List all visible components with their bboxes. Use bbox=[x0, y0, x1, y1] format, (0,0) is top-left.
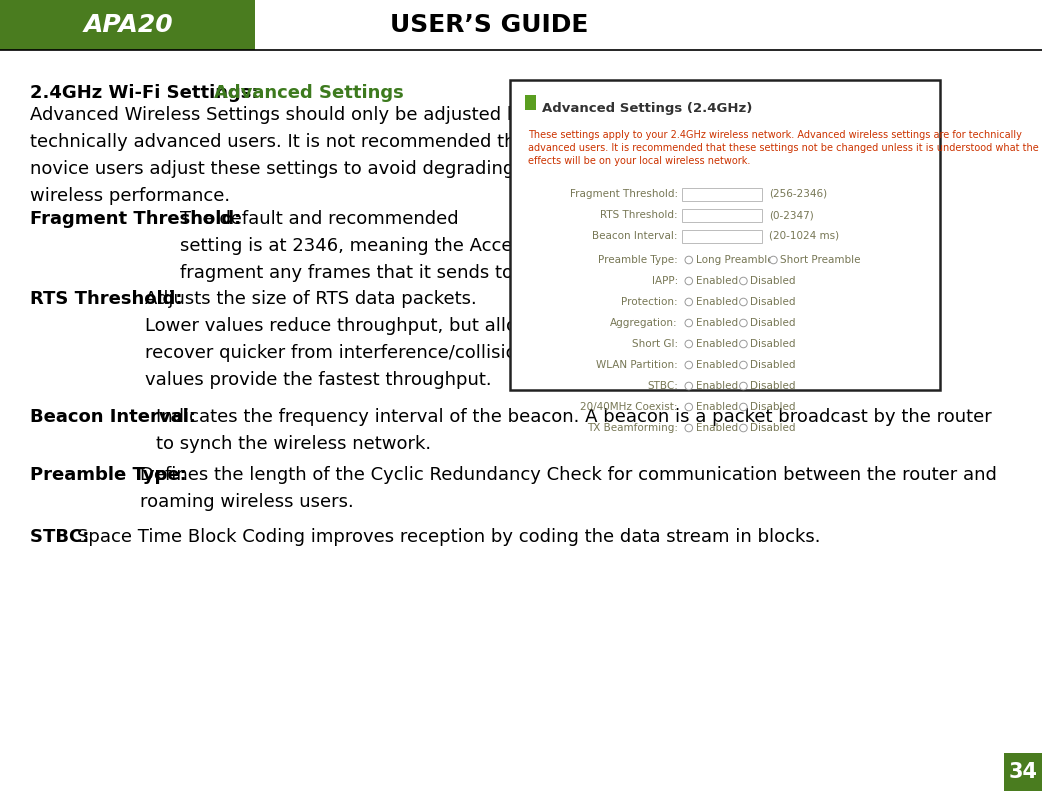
Circle shape bbox=[740, 298, 747, 306]
Text: Beacon Interval:: Beacon Interval: bbox=[593, 231, 678, 241]
Circle shape bbox=[685, 361, 693, 369]
Bar bbox=[255, 0, 1042, 50]
Circle shape bbox=[740, 361, 747, 369]
Text: The default and recommended
setting is at 2346, meaning the Access Point will ne: The default and recommended setting is a… bbox=[180, 210, 675, 282]
Text: Advanced Settings: Advanced Settings bbox=[214, 84, 403, 102]
Text: Fragment Threshold:: Fragment Threshold: bbox=[30, 210, 248, 228]
Bar bbox=[525, 95, 536, 110]
Text: (0-2347): (0-2347) bbox=[769, 210, 814, 220]
Text: Disabled: Disabled bbox=[750, 318, 796, 328]
Text: Disabled: Disabled bbox=[750, 276, 796, 286]
Text: Enabled: Enabled bbox=[696, 381, 738, 391]
Text: Long Preamble: Long Preamble bbox=[696, 255, 773, 265]
Text: Short GI:: Short GI: bbox=[631, 339, 678, 349]
Text: Disabled: Disabled bbox=[750, 423, 796, 433]
Bar bbox=[510, 80, 940, 390]
Circle shape bbox=[685, 382, 693, 390]
Bar bbox=[1004, 753, 1042, 791]
Text: Beacon Interval:: Beacon Interval: bbox=[30, 408, 202, 426]
Text: (20-1024 ms): (20-1024 ms) bbox=[769, 231, 839, 241]
Circle shape bbox=[740, 320, 747, 327]
Text: These settings apply to your 2.4GHz wireless network. Advanced wireless settings: These settings apply to your 2.4GHz wire… bbox=[528, 130, 1039, 165]
Circle shape bbox=[740, 340, 747, 348]
Circle shape bbox=[740, 382, 747, 390]
Text: Short Preamble: Short Preamble bbox=[780, 255, 861, 265]
Text: TX Beamforming:: TX Beamforming: bbox=[587, 423, 678, 433]
Text: Enabled: Enabled bbox=[696, 339, 738, 349]
Text: STBC:: STBC: bbox=[647, 381, 678, 391]
Circle shape bbox=[685, 256, 693, 264]
Text: WLAN Partition:: WLAN Partition: bbox=[596, 360, 678, 370]
Text: 2.4GHz Wi-Fi Settings:: 2.4GHz Wi-Fi Settings: bbox=[30, 84, 265, 102]
Text: Aggregation:: Aggregation: bbox=[611, 318, 678, 328]
Circle shape bbox=[685, 320, 693, 327]
Text: Enabled: Enabled bbox=[696, 318, 738, 328]
Text: Space Time Block Coding improves reception by coding the data stream in blocks.: Space Time Block Coding improves recepti… bbox=[77, 528, 820, 546]
Circle shape bbox=[685, 340, 693, 348]
Text: IAPP:: IAPP: bbox=[651, 276, 678, 286]
Text: Enabled: Enabled bbox=[696, 276, 738, 286]
Text: Fragment Threshold:: Fragment Threshold: bbox=[570, 189, 678, 199]
Text: STBC:: STBC: bbox=[30, 528, 96, 546]
Text: Preamble Type:: Preamble Type: bbox=[598, 255, 678, 265]
Bar bbox=[683, 187, 762, 200]
Circle shape bbox=[685, 403, 693, 411]
Circle shape bbox=[685, 277, 693, 285]
Text: Disabled: Disabled bbox=[750, 297, 796, 307]
Text: Adjusts the size of RTS data packets.
Lower values reduce throughput, but allow : Adjusts the size of RTS data packets. Lo… bbox=[145, 290, 662, 389]
Text: Enabled: Enabled bbox=[696, 402, 738, 412]
Text: Enabled: Enabled bbox=[696, 297, 738, 307]
Circle shape bbox=[740, 424, 747, 432]
Text: 34: 34 bbox=[1009, 762, 1038, 782]
Circle shape bbox=[740, 403, 747, 411]
Text: Enabled: Enabled bbox=[696, 360, 738, 370]
Text: Disabled: Disabled bbox=[750, 402, 796, 412]
Text: Defines the length of the Cyclic Redundancy Check for communication between the : Defines the length of the Cyclic Redunda… bbox=[140, 466, 997, 511]
Text: Disabled: Disabled bbox=[750, 339, 796, 349]
Bar bbox=[0, 0, 255, 50]
Circle shape bbox=[770, 256, 777, 264]
Circle shape bbox=[685, 424, 693, 432]
Text: APA20: APA20 bbox=[83, 13, 173, 37]
Text: Advanced Wireless Settings should only be adjusted by
technically advanced users: Advanced Wireless Settings should only b… bbox=[30, 106, 534, 206]
Text: RTS Threshold:: RTS Threshold: bbox=[600, 210, 678, 220]
Text: USER’S GUIDE: USER’S GUIDE bbox=[390, 13, 589, 37]
Text: Preamble Type:: Preamble Type: bbox=[30, 466, 193, 484]
Circle shape bbox=[685, 298, 693, 306]
Bar bbox=[683, 209, 762, 221]
Text: 20/40MHz Coexist:: 20/40MHz Coexist: bbox=[580, 402, 678, 412]
Bar bbox=[683, 229, 762, 243]
Text: Indicates the frequency interval of the beacon. A beacon is a packet broadcast b: Indicates the frequency interval of the … bbox=[156, 408, 992, 453]
Text: Advanced Settings (2.4GHz): Advanced Settings (2.4GHz) bbox=[542, 102, 752, 115]
Text: Enabled: Enabled bbox=[696, 423, 738, 433]
Text: Disabled: Disabled bbox=[750, 360, 796, 370]
Text: (256-2346): (256-2346) bbox=[769, 189, 827, 199]
Circle shape bbox=[740, 277, 747, 285]
Text: RTS Threshold:: RTS Threshold: bbox=[30, 290, 189, 308]
Text: Protection:: Protection: bbox=[621, 297, 678, 307]
Text: Disabled: Disabled bbox=[750, 381, 796, 391]
